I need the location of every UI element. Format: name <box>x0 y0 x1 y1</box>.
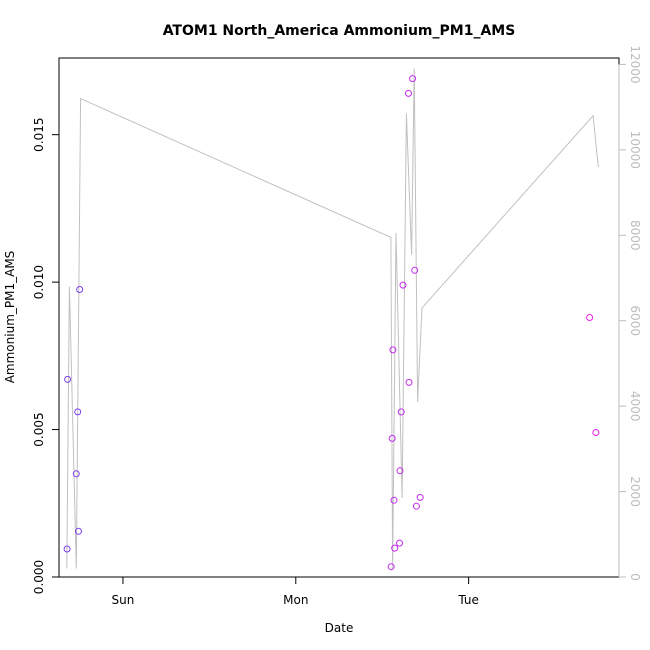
y-axis-label: Ammonium_PM1_AMS <box>3 251 17 384</box>
data-point-5 <box>76 286 84 293</box>
data-point-3 <box>74 408 82 416</box>
x-tick-label-1: Mon <box>283 593 308 607</box>
x-axis-label: Date <box>325 621 354 635</box>
data-point-18 <box>411 266 419 274</box>
data-point-19 <box>412 502 420 510</box>
data-point-2 <box>72 470 80 478</box>
y2-axis: 0 2000 4000 6000 8000 10000 12000 <box>618 45 642 581</box>
data-point-10 <box>391 544 399 552</box>
data-point-15 <box>405 89 412 97</box>
data-point-12 <box>396 467 404 475</box>
y2-tick-label-6: 12000 <box>628 45 642 83</box>
data-point-9 <box>390 496 398 504</box>
data-point-11 <box>396 539 403 547</box>
y-axis: 0.000 0.005 0.010 0.015 <box>32 117 60 594</box>
data-point-1 <box>64 375 72 383</box>
x-tick-label-0: Sun <box>112 593 135 607</box>
data-point-17 <box>409 75 417 83</box>
y-tick-label-2: 0.010 <box>32 265 46 299</box>
data-point-21 <box>586 314 594 321</box>
data-points-layer <box>63 75 600 571</box>
data-point-13 <box>397 408 405 416</box>
x-axis: Sun Mon Tue <box>112 576 479 607</box>
data-point-14 <box>399 281 407 289</box>
chart-title: ATOM1 North_America Ammonium_PM1_AMS <box>163 23 516 39</box>
data-point-22 <box>592 429 600 436</box>
y2-tick-label-4: 8000 <box>628 220 642 251</box>
altitude-line-layer <box>66 68 599 569</box>
data-point-7 <box>388 434 396 442</box>
y-tick-label-0: 0.000 <box>32 560 46 594</box>
plot-frame <box>58 57 620 578</box>
data-point-8 <box>389 346 397 354</box>
altitude-line <box>66 68 599 569</box>
data-point-0 <box>63 545 71 553</box>
y2-tick-label-0: 0 <box>628 573 642 581</box>
y2-tick-label-1: 2000 <box>628 476 642 507</box>
y2-tick-label-5: 10000 <box>628 131 642 169</box>
data-point-20 <box>416 493 424 501</box>
y-tick-label-1: 0.005 <box>32 412 46 446</box>
data-point-6 <box>387 563 395 571</box>
y2-tick-label-2: 4000 <box>628 391 642 422</box>
data-point-16 <box>405 378 413 386</box>
y2-tick-label-3: 6000 <box>628 305 642 336</box>
x-tick-label-2: Tue <box>457 593 479 607</box>
data-point-4 <box>75 527 82 535</box>
y-tick-label-3: 0.015 <box>32 117 46 151</box>
